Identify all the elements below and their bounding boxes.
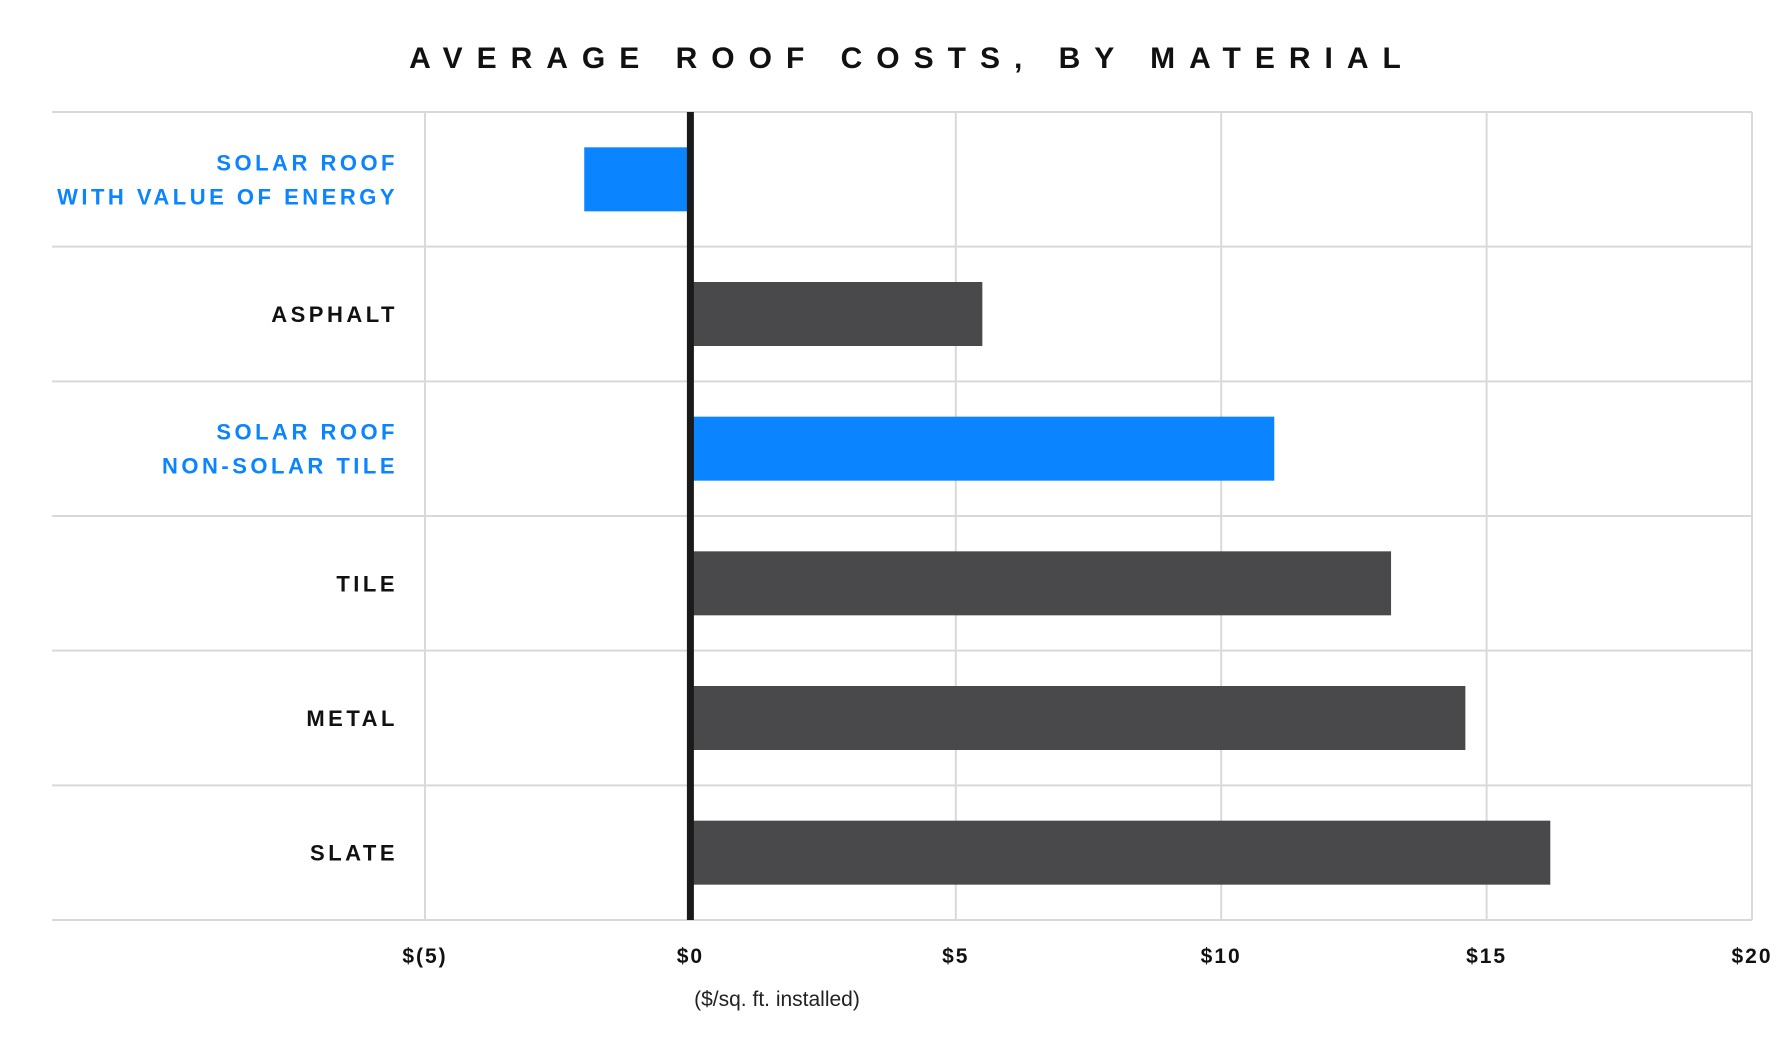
bar bbox=[690, 416, 1275, 481]
category-label: ASPHALT bbox=[271, 302, 398, 327]
bar bbox=[690, 551, 1392, 616]
bar bbox=[690, 820, 1551, 885]
x-axis-label: ($/sq. ft. installed) bbox=[694, 988, 860, 1011]
category-label: SOLAR ROOF bbox=[216, 420, 398, 445]
category-label: METAL bbox=[306, 706, 398, 731]
x-tick-label: $0 bbox=[677, 945, 704, 968]
category-label: WITH VALUE OF ENERGY bbox=[57, 184, 398, 209]
x-tick-label: $15 bbox=[1466, 945, 1507, 968]
x-tick-label: $5 bbox=[942, 945, 969, 968]
x-tick-label: $20 bbox=[1731, 945, 1772, 968]
x-tick-label: $(5) bbox=[402, 945, 447, 968]
x-tick-label: $10 bbox=[1201, 945, 1242, 968]
bar bbox=[690, 282, 983, 346]
chart-title: AVERAGE ROOF COSTS, BY MATERIAL bbox=[409, 42, 1415, 75]
bar bbox=[584, 147, 691, 212]
category-label: NON-SOLAR TILE bbox=[162, 454, 398, 479]
category-label: TILE bbox=[336, 571, 398, 596]
bar bbox=[690, 686, 1466, 750]
category-label: SLATE bbox=[310, 841, 398, 866]
category-label: SOLAR ROOF bbox=[216, 150, 398, 175]
